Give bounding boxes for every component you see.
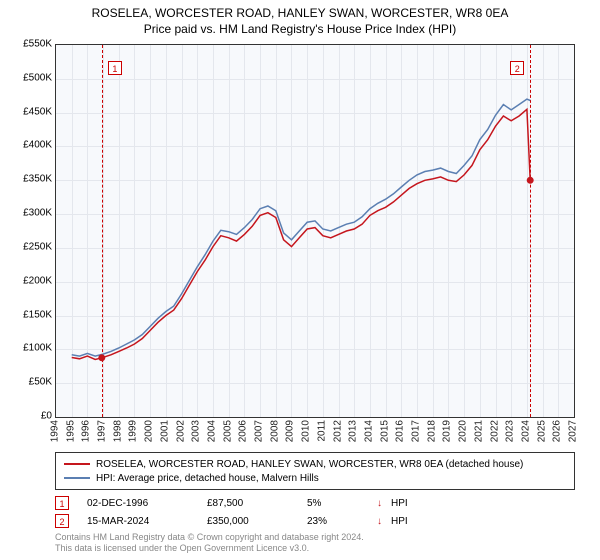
x-tick-label: 2004 bbox=[206, 420, 217, 442]
y-tick-label: £250K bbox=[4, 241, 52, 252]
y-tick-label: £500K bbox=[4, 72, 52, 83]
x-tick-label: 2006 bbox=[238, 420, 249, 442]
x-tick-label: 2023 bbox=[505, 420, 516, 442]
legend-row: HPI: Average price, detached house, Malv… bbox=[64, 471, 566, 485]
legend: ROSELEA, WORCESTER ROAD, HANLEY SWAN, WO… bbox=[55, 452, 575, 490]
sale-date: 15-MAR-2024 bbox=[87, 516, 207, 527]
sale-price: £350,000 bbox=[207, 516, 307, 527]
sales-table: 1 02-DEC-1996£87,5005%↓HPI 2 15-MAR-2024£35… bbox=[55, 494, 575, 530]
plot-area: 12 bbox=[55, 44, 575, 418]
y-tick-label: £450K bbox=[4, 106, 52, 117]
series-hpi bbox=[72, 99, 531, 356]
sale-row-badge: 2 bbox=[55, 514, 69, 528]
x-tick-label: 2003 bbox=[191, 420, 202, 442]
sale-hpi-label: HPI bbox=[391, 498, 431, 509]
x-tick-label: 2013 bbox=[348, 420, 359, 442]
legend-label: ROSELEA, WORCESTER ROAD, HANLEY SWAN, WO… bbox=[96, 459, 523, 470]
footer-line-1: Contains HM Land Registry data © Crown c… bbox=[55, 532, 575, 543]
x-tick-label: 2007 bbox=[254, 420, 265, 442]
x-tick-label: 2014 bbox=[363, 420, 374, 442]
y-tick-label: £300K bbox=[4, 208, 52, 219]
y-tick-label: £200K bbox=[4, 275, 52, 286]
x-tick-label: 1995 bbox=[65, 420, 76, 442]
x-tick-label: 1994 bbox=[50, 420, 61, 442]
legend-label: HPI: Average price, detached house, Malv… bbox=[96, 473, 319, 484]
legend-row: ROSELEA, WORCESTER ROAD, HANLEY SWAN, WO… bbox=[64, 457, 566, 471]
title-address: ROSELEA, WORCESTER ROAD, HANLEY SWAN, WO… bbox=[0, 6, 600, 20]
sale-pct: 23% bbox=[307, 516, 377, 527]
x-tick-label: 2012 bbox=[332, 420, 343, 442]
line-series bbox=[56, 45, 574, 417]
y-tick-label: £100K bbox=[4, 343, 52, 354]
sale-price: £87,500 bbox=[207, 498, 307, 509]
x-tick-label: 2000 bbox=[144, 420, 155, 442]
x-tick-label: 1998 bbox=[112, 420, 123, 442]
x-tick-label: 2002 bbox=[175, 420, 186, 442]
y-tick-label: £50K bbox=[4, 377, 52, 388]
x-tick-label: 1996 bbox=[81, 420, 92, 442]
x-tick-label: 1997 bbox=[97, 420, 108, 442]
sale-point-dot bbox=[527, 177, 533, 183]
y-tick-label: £400K bbox=[4, 140, 52, 151]
sale-row: 1 02-DEC-1996£87,5005%↓HPI bbox=[55, 494, 575, 512]
legend-swatch bbox=[64, 477, 90, 479]
y-tick-label: £0 bbox=[4, 411, 52, 422]
y-tick-label: £150K bbox=[4, 309, 52, 320]
x-tick-label: 2019 bbox=[442, 420, 453, 442]
x-tick-label: 2005 bbox=[222, 420, 233, 442]
x-tick-label: 2024 bbox=[520, 420, 531, 442]
x-tick-label: 2022 bbox=[489, 420, 500, 442]
down-arrow-icon: ↓ bbox=[377, 498, 391, 509]
sale-point-dot bbox=[99, 355, 105, 361]
x-tick-label: 1999 bbox=[128, 420, 139, 442]
title-subtitle: Price paid vs. HM Land Registry's House … bbox=[0, 22, 600, 36]
sale-row: 2 15-MAR-2024£350,00023%↓HPI bbox=[55, 512, 575, 530]
x-tick-label: 2018 bbox=[426, 420, 437, 442]
footer-line-2: This data is licensed under the Open Gov… bbox=[55, 543, 575, 554]
sale-hpi-label: HPI bbox=[391, 516, 431, 527]
x-tick-label: 2010 bbox=[301, 420, 312, 442]
x-tick-label: 2027 bbox=[568, 420, 579, 442]
x-tick-label: 2015 bbox=[379, 420, 390, 442]
x-tick-label: 2026 bbox=[552, 420, 563, 442]
x-tick-label: 2016 bbox=[395, 420, 406, 442]
chart-title: ROSELEA, WORCESTER ROAD, HANLEY SWAN, WO… bbox=[0, 0, 600, 36]
legend-swatch bbox=[64, 463, 90, 465]
attribution-footer: Contains HM Land Registry data © Crown c… bbox=[55, 532, 575, 554]
x-tick-label: 2001 bbox=[159, 420, 170, 442]
chart-page: ROSELEA, WORCESTER ROAD, HANLEY SWAN, WO… bbox=[0, 0, 600, 560]
y-tick-label: £350K bbox=[4, 174, 52, 185]
sale-pct: 5% bbox=[307, 498, 377, 509]
x-tick-label: 2008 bbox=[269, 420, 280, 442]
sale-row-badge: 1 bbox=[55, 496, 69, 510]
series-property bbox=[72, 109, 531, 359]
x-tick-label: 2011 bbox=[316, 420, 327, 442]
y-tick-label: £550K bbox=[4, 39, 52, 50]
x-tick-label: 2017 bbox=[411, 420, 422, 442]
x-tick-label: 2020 bbox=[458, 420, 469, 442]
x-tick-label: 2025 bbox=[536, 420, 547, 442]
x-tick-label: 2009 bbox=[285, 420, 296, 442]
down-arrow-icon: ↓ bbox=[377, 516, 391, 527]
x-tick-label: 2021 bbox=[473, 420, 484, 442]
sale-date: 02-DEC-1996 bbox=[87, 498, 207, 509]
